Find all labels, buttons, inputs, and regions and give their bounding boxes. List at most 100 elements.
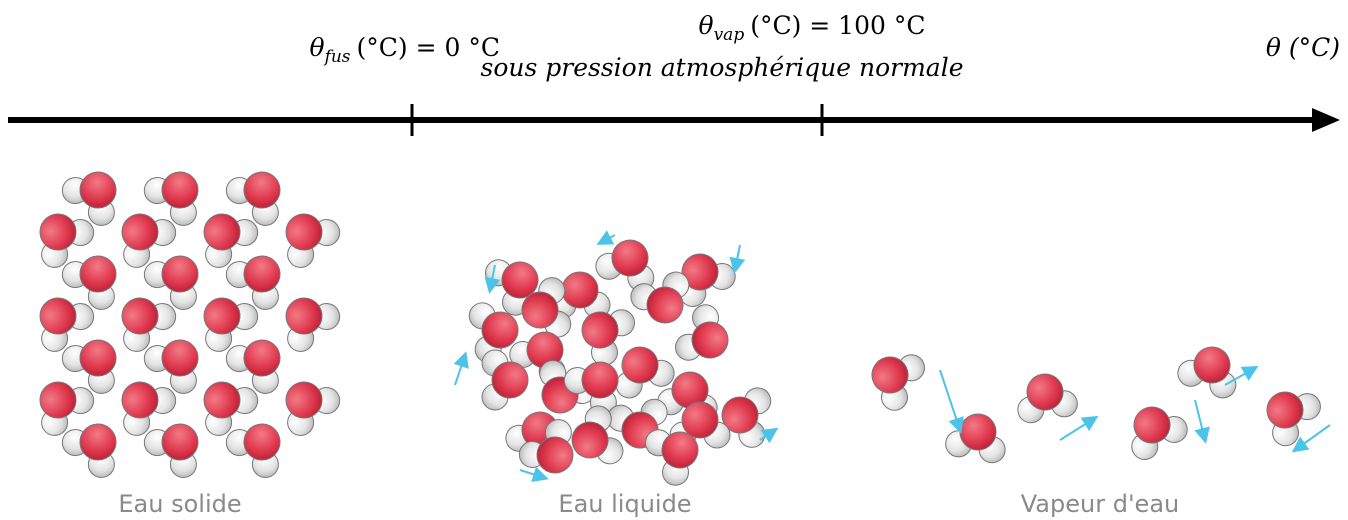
oxygen [691,321,729,359]
state-label: Eau solide [118,490,241,518]
molecule [615,346,675,399]
molecule [1177,346,1237,399]
molecule [203,297,259,352]
text: (°C) = 0 °C [357,33,500,62]
oxygen [571,421,609,459]
oxygen [621,346,659,384]
oxygen [161,423,199,461]
molecule [645,429,699,486]
oxygen [203,381,241,419]
oxygen [681,401,719,439]
fusion-label: θfus (°C) = 0 °C [310,33,501,67]
molecule [61,423,117,478]
molecule [61,171,117,226]
molecule [285,213,341,268]
oxygen [121,213,159,251]
motion-arrow [729,244,746,274]
symbol: θ [699,11,714,40]
oxygen [581,311,619,349]
oxygen [39,381,77,419]
molecules [39,171,1331,486]
molecule [39,297,95,352]
motion-arrow [484,264,501,294]
oxygen [1193,346,1231,384]
molecule [39,213,95,268]
vap-label: θvap (°C) = 100 °C [699,11,926,45]
molecule [285,297,341,352]
molecule [945,413,1006,464]
oxygen [161,171,199,209]
oxygen [1266,391,1304,429]
symbol: θ [310,33,325,62]
motion-arrow [453,351,469,386]
subscript: vap [714,25,745,45]
axis-arrow [1312,108,1340,132]
oxygen [1026,373,1064,411]
oxygen [243,339,281,377]
oxygen [203,213,241,251]
oxygen [121,297,159,335]
motion-arrow [1059,415,1099,441]
oxygen [581,361,619,399]
oxygen [721,396,759,434]
molecule [225,339,281,394]
molecule [481,349,529,411]
oxygen [79,171,117,209]
oxygen [79,423,117,461]
oxygen [285,213,323,251]
oxygen [611,239,649,277]
molecule [1266,391,1321,447]
motion-arrow [596,230,616,245]
oxygen [243,423,281,461]
oxygen [561,271,599,309]
molecule [1017,373,1078,424]
molecule [468,302,519,363]
molecule [121,381,177,436]
oxygen [481,311,519,349]
axis-label: θ (°C) [1266,33,1340,62]
molecule [61,255,117,310]
molecule [871,354,925,411]
molecule [121,297,177,352]
oxygen [491,361,529,399]
oxygen [243,171,281,209]
molecule [679,253,736,307]
oxygen [161,255,199,293]
molecule [630,271,690,324]
molecule [203,381,259,436]
molecule [143,171,199,226]
molecule [143,255,199,310]
oxygen [79,339,117,377]
oxygen [521,291,559,329]
text: (°C) = 100 °C [750,11,925,40]
molecule [721,387,772,448]
molecule [61,339,117,394]
motion-arrow [519,466,549,482]
oxygen [646,286,684,324]
oxygen [871,356,909,394]
oxygen [121,381,159,419]
molecule [225,255,281,310]
molecule [675,304,729,361]
motion-arrow [1194,399,1210,444]
oxygen [203,297,241,335]
oxygen [39,297,77,335]
molecule [225,423,281,478]
molecule [581,309,635,366]
oxygen [1133,406,1171,444]
oxygen [526,331,564,369]
molecule [571,405,624,465]
state-label: Eau liquide [558,490,691,518]
oxygen [161,339,199,377]
state-label: Vapeur d'eau [1021,490,1179,518]
oxygen [661,431,699,469]
molecule [285,381,341,436]
vap-note: sous pression atmosphérique normale [481,53,964,82]
molecule [121,213,177,268]
molecule [521,277,572,338]
molecule [225,171,281,226]
molecule [203,213,259,268]
motion-arrow [1291,424,1331,453]
molecule [39,381,95,436]
